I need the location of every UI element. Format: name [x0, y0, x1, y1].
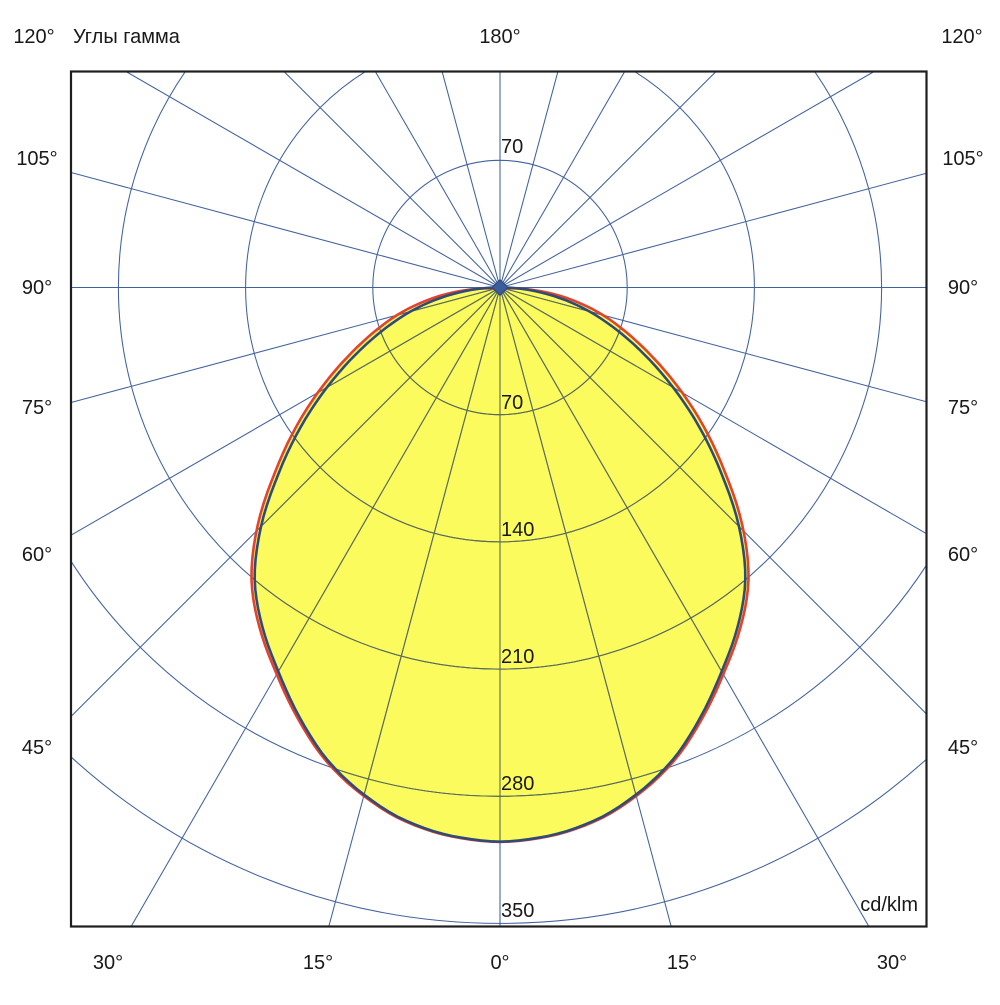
- svg-text:180°: 180°: [479, 26, 520, 48]
- svg-text:280: 280: [501, 773, 534, 795]
- svg-text:210: 210: [501, 646, 534, 668]
- svg-text:30°: 30°: [93, 952, 123, 974]
- svg-text:75°: 75°: [22, 397, 52, 419]
- svg-text:Углы гамма: Углы гамма: [73, 26, 181, 48]
- svg-text:70: 70: [501, 136, 523, 158]
- svg-text:45°: 45°: [22, 737, 52, 759]
- svg-text:0°: 0°: [490, 952, 509, 974]
- svg-text:cd/klm: cd/klm: [860, 894, 918, 916]
- svg-text:105°: 105°: [16, 148, 57, 170]
- svg-text:105°: 105°: [942, 148, 983, 170]
- svg-text:15°: 15°: [303, 952, 333, 974]
- svg-text:30°: 30°: [877, 952, 907, 974]
- svg-text:45°: 45°: [948, 737, 978, 759]
- svg-text:15°: 15°: [667, 952, 697, 974]
- svg-text:90°: 90°: [948, 277, 978, 299]
- svg-text:120°: 120°: [941, 26, 982, 48]
- svg-text:350: 350: [501, 900, 534, 922]
- svg-text:140: 140: [501, 519, 534, 541]
- svg-text:70: 70: [501, 392, 523, 414]
- svg-text:90°: 90°: [22, 277, 52, 299]
- svg-text:60°: 60°: [22, 544, 52, 566]
- svg-text:75°: 75°: [948, 397, 978, 419]
- svg-text:120°: 120°: [13, 26, 54, 48]
- svg-text:60°: 60°: [948, 544, 978, 566]
